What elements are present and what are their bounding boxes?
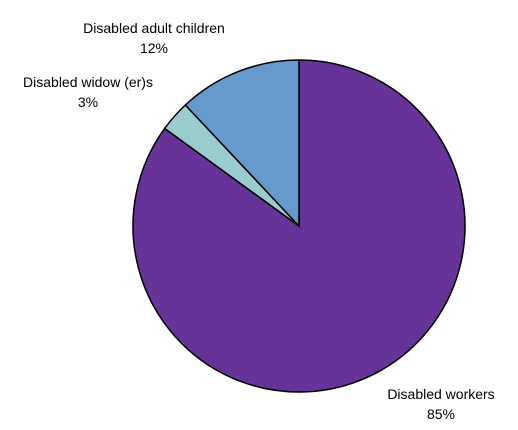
slice-name: Disabled widow (er)s (23, 74, 153, 90)
slice-value: 3% (77, 94, 99, 110)
slice-value: 12% (139, 40, 169, 56)
slice-name: Disabled adult children (83, 20, 225, 36)
pie-slice-disabled-adult-children (184, 59, 300, 228)
slice-label-disabled-adult-children: Disabled adult children 12% (62, 18, 246, 58)
slice-label-disabled-widowers: Disabled widow (er)s 3% (4, 72, 172, 112)
slice-label-disabled-workers: Disabled workers 85% (364, 384, 518, 424)
slice-value: 85% (426, 406, 456, 422)
slice-name: Disabled workers (387, 386, 495, 402)
